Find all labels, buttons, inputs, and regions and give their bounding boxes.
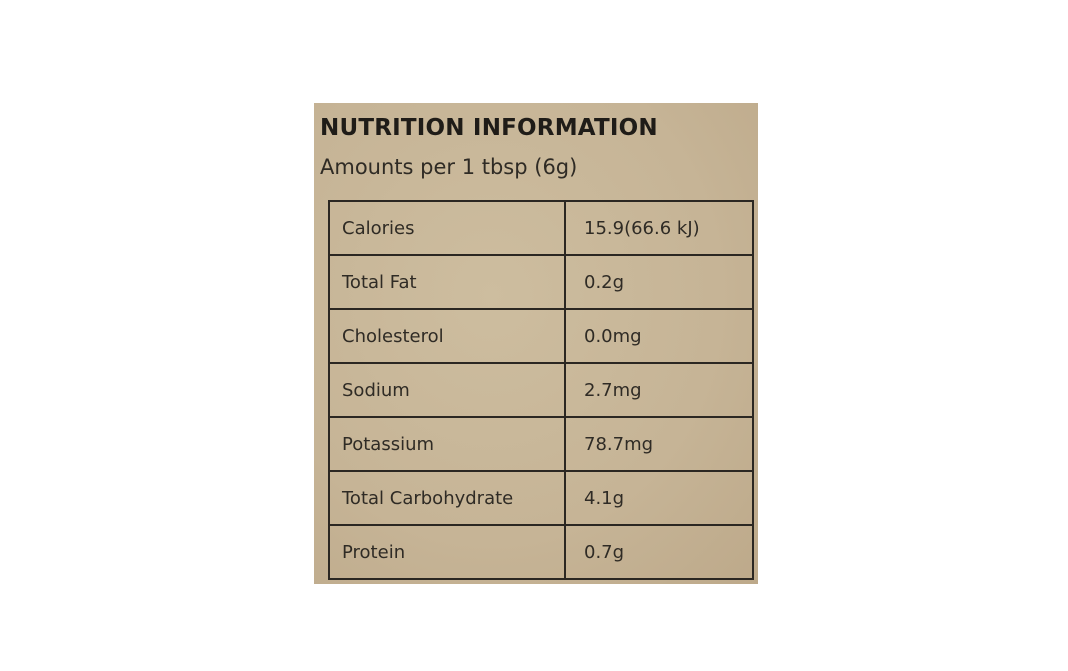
nutrient-name: Total Fat xyxy=(328,254,566,310)
nutrient-amount: 0.2g xyxy=(564,254,754,310)
nutrition-label: NUTRITION INFORMATION Amounts per 1 tbsp… xyxy=(314,103,758,584)
nutrient-amount: 78.7mg xyxy=(564,416,754,472)
nutrient-name: Sodium xyxy=(328,362,566,418)
nutrient-amount: 2.7mg xyxy=(564,362,754,418)
nutrient-amount: 4.1g xyxy=(564,470,754,526)
table-row: Potassium 78.7mg xyxy=(328,416,754,472)
nutrient-name: Total Carbohydrate xyxy=(328,470,566,526)
nutrient-amount: 15.9(66.6 kJ) xyxy=(564,200,754,256)
label-title: NUTRITION INFORMATION xyxy=(320,115,658,141)
table-row: Sodium 2.7mg xyxy=(328,362,754,418)
nutrition-table: Calories 15.9(66.6 kJ) Total Fat 0.2g Choles… xyxy=(328,200,754,580)
table-row: Total Carbohydrate 4.1g xyxy=(328,470,754,526)
nutrient-name: Potassium xyxy=(328,416,566,472)
nutrient-name: Cholesterol xyxy=(328,308,566,364)
table-row: Cholesterol 0.0mg xyxy=(328,308,754,364)
table-row: Protein 0.7g xyxy=(328,524,754,580)
nutrient-amount: 0.7g xyxy=(564,524,754,580)
nutrient-name: Protein xyxy=(328,524,566,580)
table-row: Calories 15.9(66.6 kJ) xyxy=(328,200,754,256)
nutrient-name: Calories xyxy=(328,200,566,256)
nutrient-amount: 0.0mg xyxy=(564,308,754,364)
table-row: Total Fat 0.2g xyxy=(328,254,754,310)
serving-size: Amounts per 1 tbsp (6g) xyxy=(320,155,578,179)
